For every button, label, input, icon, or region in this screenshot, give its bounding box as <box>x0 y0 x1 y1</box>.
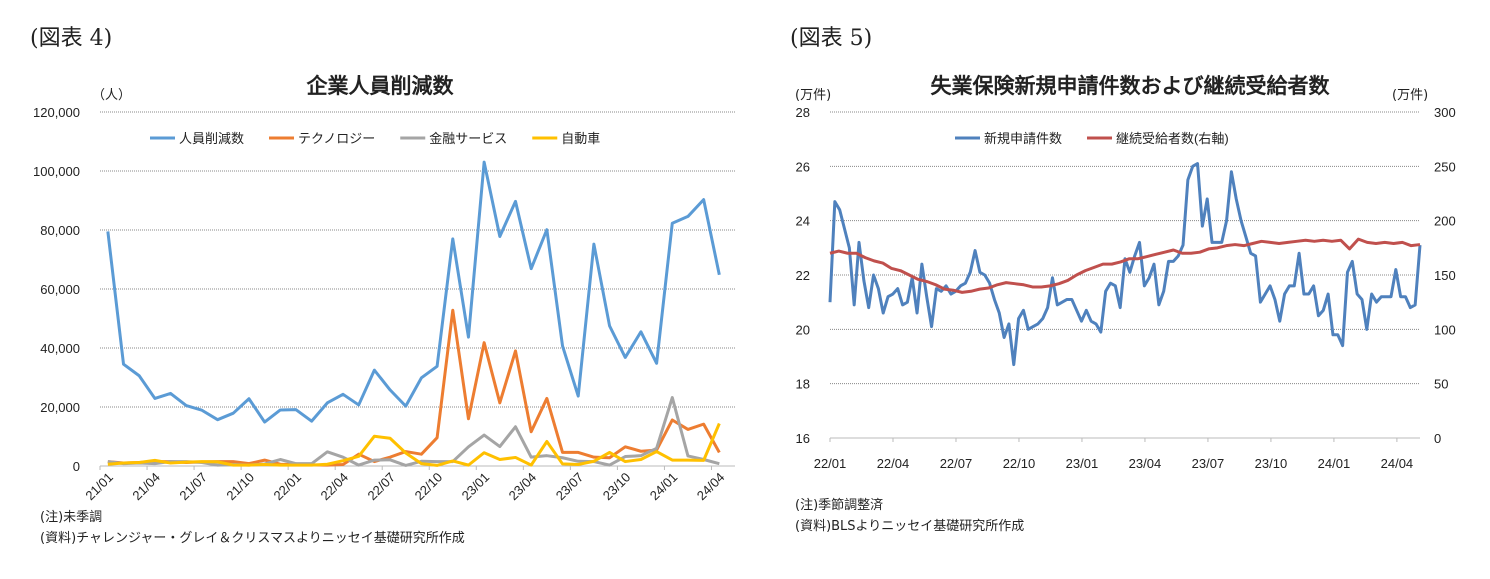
y-unit-left: （人） <box>92 88 132 103</box>
x-tick-label: 21/07 <box>176 470 210 504</box>
x-tick-label: 24/01 <box>647 470 681 504</box>
x-tick-label: 22/07 <box>365 470 399 504</box>
legend-label: テクノロジー <box>298 131 375 146</box>
y-tick-label: 16 <box>796 431 810 446</box>
x-tick-label: 22/10 <box>412 470 446 504</box>
series-line-自動車 <box>107 422 721 467</box>
x-tick-label: 21/10 <box>223 470 257 504</box>
x-tick-label: 22/01 <box>814 456 847 471</box>
y2-tick-label: 0 <box>1434 431 1441 446</box>
x-tick-label: 22/07 <box>940 456 973 471</box>
series-line-継続受給者数(右軸) <box>829 237 1421 294</box>
y-tick-label: 20,000 <box>40 400 80 415</box>
y-unit-right-chart-left-axis: (万件) <box>795 88 832 103</box>
x-tick-label: 23/01 <box>459 470 493 504</box>
legend-label: 新規申請件数 <box>984 131 1062 146</box>
chart-title-left: 企業人員削減数 <box>306 74 454 98</box>
x-tick-label: 23/07 <box>1192 456 1225 471</box>
x-tick-label: 23/10 <box>600 470 634 504</box>
y-tick-label: 20 <box>796 322 810 337</box>
y-tick-label: 60,000 <box>40 282 80 297</box>
x-tick-label: 23/07 <box>553 470 587 504</box>
y2-tick-label: 300 <box>1434 105 1456 120</box>
x-tick-label: 23/01 <box>1066 456 1099 471</box>
y2-tick-label: 200 <box>1434 214 1456 229</box>
y2-tick-label: 250 <box>1434 159 1456 174</box>
figure-label-right: (図表 5) <box>790 26 873 51</box>
y2-unit-right-chart: (万件) <box>1392 88 1429 103</box>
x-tick-label: 24/04 <box>1381 456 1414 471</box>
x-tick-label: 22/01 <box>270 470 304 504</box>
x-tick-label: 22/04 <box>318 470 352 504</box>
series-line-人員削減数 <box>106 160 721 424</box>
series-line-金融サービス <box>107 396 720 467</box>
y2-tick-label: 150 <box>1434 268 1456 283</box>
series-line-テクノロジー <box>107 308 721 467</box>
x-tick-label: 22/04 <box>877 456 910 471</box>
y-tick-label: 100,000 <box>33 164 80 179</box>
y-tick-label: 0 <box>73 459 80 474</box>
x-tick-label: 22/10 <box>1003 456 1036 471</box>
x-tick-label: 21/01 <box>82 470 116 504</box>
source-right: (資料)BLSよりニッセイ基礎研究所作成 <box>795 519 1025 534</box>
series-line-新規申請件数 <box>828 162 1422 367</box>
figure-label-left: (図表 4) <box>30 26 113 51</box>
x-tick-label: 24/04 <box>694 470 728 504</box>
x-tick-label: 23/10 <box>1255 456 1288 471</box>
legend-label: 金融サービス <box>429 131 507 146</box>
source-left: (資料)チャレンジャー・グレイ＆クリスマスよりニッセイ基礎研究所作成 <box>40 531 465 546</box>
x-tick-label: 24/01 <box>1318 456 1351 471</box>
y-tick-label: 28 <box>796 105 810 120</box>
legend-label: 自動車 <box>561 131 600 146</box>
x-tick-label: 23/04 <box>1129 456 1162 471</box>
y2-tick-label: 50 <box>1434 377 1448 392</box>
legend-label: 人員削減数 <box>179 131 244 146</box>
chart-title-right: 失業保険新規申請件数および継続受給者数 <box>930 74 1330 98</box>
y2-tick-label: 100 <box>1434 322 1456 337</box>
y-tick-label: 22 <box>796 268 810 283</box>
y-tick-label: 18 <box>796 377 810 392</box>
y-tick-label: 80,000 <box>40 223 80 238</box>
y-tick-label: 24 <box>796 214 810 229</box>
legend-label: 継続受給者数(右軸) <box>1116 131 1229 146</box>
y-tick-label: 26 <box>796 159 810 174</box>
x-tick-label: 21/04 <box>129 470 163 504</box>
y-tick-label: 40,000 <box>40 341 80 356</box>
x-tick-label: 23/04 <box>506 470 540 504</box>
y-tick-label: 120,000 <box>33 105 80 120</box>
note-left: (注)未季調 <box>40 510 103 525</box>
note-right: (注)季節調整済 <box>795 498 884 513</box>
